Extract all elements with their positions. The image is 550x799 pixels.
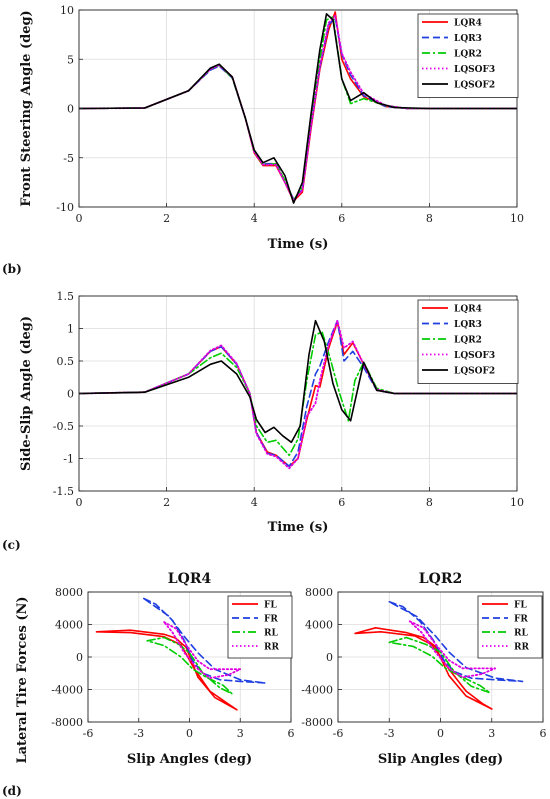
x-tick-label-4: 6	[540, 727, 547, 740]
legend-label-rr: RR	[514, 643, 529, 653]
legend: LQR4 LQR3 LQR2 LQSOF3 LQSOF2	[417, 13, 519, 98]
series-line-lqsof3	[79, 319, 517, 470]
legend-label-fl: FL	[264, 601, 277, 611]
y-tick-label-5: 1	[67, 323, 74, 336]
legend-label-lqr3: LQR3	[454, 34, 482, 44]
x-tick-label-4: 6	[288, 727, 295, 740]
legend-box	[477, 595, 543, 659]
series-line-rl	[388, 636, 491, 694]
legend-label-lqr4: LQR4	[454, 305, 482, 315]
legend-label-rl: RL	[264, 629, 278, 639]
x-tick-label-0: 0	[76, 496, 83, 509]
legend-label-rl: RL	[514, 629, 528, 639]
legend-label-lqr4: LQR4	[454, 19, 482, 29]
y-axis-label: Lateral Tire Forces (N)	[15, 596, 30, 763]
y-tick-label-0: -10	[56, 201, 74, 214]
x-axis-label: Time (s)	[268, 237, 329, 252]
series-line-rr	[163, 621, 242, 679]
legend-label-lqr3: LQR3	[454, 320, 482, 330]
x-tick-label-2: 4	[251, 496, 258, 509]
legend-label-fl: FL	[514, 601, 527, 611]
series-line-fr	[388, 600, 524, 683]
chart-front-steering-angle: 0 2 4 6 8 10 -10 -5 0 5 10 Time (s) Front Steering A…	[19, 4, 524, 252]
legend: FL FR RL RR	[227, 595, 293, 659]
legend-box	[227, 595, 293, 659]
x-tick-label-1: 2	[163, 496, 170, 509]
series-line-fl	[354, 626, 493, 710]
chart-title: LQR4	[168, 571, 212, 587]
series-line-lqr3	[79, 319, 517, 468]
y-tick-label-2: 0	[326, 651, 333, 664]
x-tick-label-4: 8	[426, 496, 433, 509]
x-tick-label-2: 0	[186, 727, 193, 740]
y-tick-label-3: 5	[67, 53, 74, 66]
series-group	[79, 11, 517, 204]
x-tick-label-0: -6	[333, 727, 344, 740]
y-tick-label-1: -1	[63, 453, 74, 466]
y-axis-label: Side-Slip Angle (deg)	[19, 316, 34, 471]
legend-label-lqsof3: LQSOF3	[454, 65, 495, 75]
x-tick-label-3: 6	[338, 496, 345, 509]
x-tick-label-3: 3	[488, 727, 495, 740]
x-tick-label-1: -3	[133, 727, 144, 740]
legend-label-lqsof3: LQSOF3	[454, 351, 495, 361]
y-tick-label-4: 0.5	[57, 355, 75, 368]
x-axis-label: Slip Angles (deg)	[127, 752, 252, 767]
panel-label-b: (b)	[2, 262, 22, 276]
x-tick-label-0: -6	[83, 727, 94, 740]
panel-label-c: (c)	[2, 538, 21, 552]
y-tick-label-2: 0	[67, 103, 74, 116]
y-tick-label-3: 0	[67, 388, 74, 401]
y-tick-label-4: 10	[60, 4, 74, 17]
x-tick-label-2: 0	[437, 727, 444, 740]
y-tick-label-1: -5	[63, 152, 74, 165]
y-tick-label-2: 0	[76, 651, 83, 664]
y-tick-label-0: -1.5	[53, 485, 74, 498]
y-tick-label-0: -8000	[301, 716, 333, 729]
legend: LQR4 LQR3 LQR2 LQSOF3 LQSOF2	[417, 299, 519, 384]
y-tick-label-6: 1.5	[57, 290, 75, 303]
y-axis-label: Front Steering Angle (deg)	[19, 10, 34, 206]
y-tick-label-3: 4000	[305, 619, 333, 632]
series-group	[79, 319, 517, 470]
chart-lqr4-tire-forces: -6 -3 0 3 6 -8000 -4000 0 4000 8000 Slip Angles (d…	[15, 571, 295, 767]
legend-label-fr: FR	[264, 615, 278, 625]
series-group	[354, 600, 524, 710]
y-tick-label-1: -4000	[51, 684, 83, 697]
series-line-fr	[143, 597, 267, 684]
series-line-lqsof2	[79, 319, 517, 444]
legend-label-lqsof2: LQSOF2	[454, 81, 495, 91]
legend: FL FR RL RR	[477, 595, 543, 659]
y-tick-label-4: 8000	[305, 586, 333, 599]
legend-label-fr: FR	[514, 615, 528, 625]
x-tick-label-1: 2	[163, 212, 170, 225]
chart-side-slip-angle: 0 2 4 6 8 10 -1.5 -1 -0.5 0 0.5 1 1.5 Time (s) Side-Sl…	[19, 290, 524, 535]
y-tick-label-0: -8000	[51, 716, 83, 729]
x-tick-label-3: 3	[237, 727, 244, 740]
series-group	[95, 597, 267, 711]
x-tick-label-5: 10	[510, 496, 524, 509]
x-tick-label-2: 4	[251, 212, 258, 225]
x-tick-label-0: 0	[76, 212, 83, 225]
y-tick-label-4: 8000	[55, 586, 83, 599]
legend-label-lqr2: LQR2	[454, 336, 482, 346]
x-axis-label: Slip Angles (deg)	[378, 752, 503, 767]
x-tick-label-3: 6	[338, 212, 345, 225]
legend-label-lqsof2: LQSOF2	[454, 367, 495, 377]
series-line-rr	[408, 620, 497, 679]
chart-title: LQR2	[419, 571, 462, 587]
y-tick-label-3: 4000	[55, 619, 83, 632]
x-axis-label: Time (s)	[268, 520, 329, 535]
legend-label-lqr2: LQR2	[454, 50, 482, 60]
series-line-lqsof2	[79, 13, 517, 204]
x-tick-label-1: -3	[384, 727, 395, 740]
chart-lqr2-tire-forces: -6 -3 0 3 6 -8000 -4000 0 4000 8000 Slip Angles (d…	[301, 571, 546, 767]
x-tick-label-5: 10	[510, 212, 524, 225]
x-tick-label-4: 8	[426, 212, 433, 225]
legend-label-rr: RR	[264, 643, 279, 653]
y-tick-label-2: -0.5	[53, 420, 74, 433]
y-tick-label-1: -4000	[301, 684, 333, 697]
panel-label-d: (d)	[2, 784, 22, 798]
